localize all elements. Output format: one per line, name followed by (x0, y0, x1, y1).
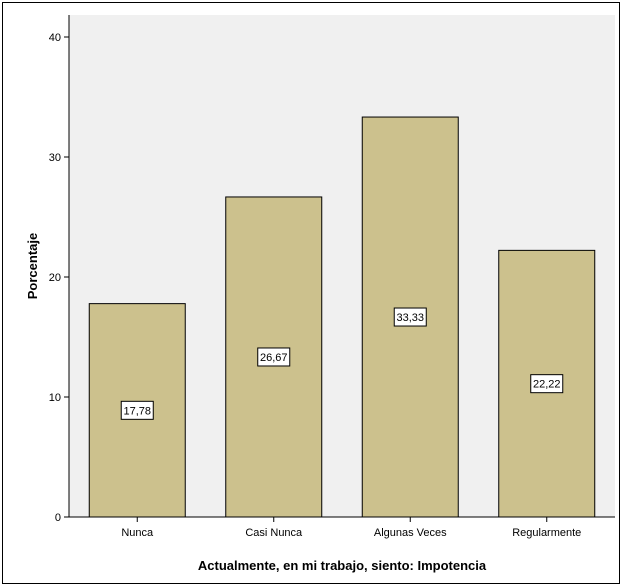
y-axis-title: Porcentaje (25, 233, 40, 299)
y-tick-label: 20 (49, 272, 61, 284)
y-tick-label: 10 (49, 392, 61, 404)
data-label-box (120, 400, 154, 420)
bar-chart: 0 10 20 30 40 Nunca Casi Nunca Algunas Veces Re… (25, 15, 615, 573)
x-axis: Nunca Casi Nunca Algunas Veces Regularmente (69, 516, 615, 539)
x-tick-label: Regularmente (512, 527, 581, 539)
y-tick-label: 40 (49, 32, 61, 44)
data-label: 17,78 (123, 405, 151, 417)
data-label-box (257, 347, 291, 367)
data-label-box (393, 307, 427, 327)
x-tick-label: Algunas Veces (374, 527, 447, 539)
x-axis-title: Actualmente, en mi trabajo, siento: Impo… (198, 558, 487, 573)
y-tick-label: 0 (55, 512, 61, 524)
data-label: 22,22 (533, 379, 561, 391)
y-tick-label: 30 (49, 152, 61, 164)
bars: 17,78 26,67 33,33 22,22 (88, 116, 596, 518)
data-label-box (530, 374, 564, 394)
data-label: 33,33 (396, 312, 424, 324)
x-tick-label: Casi Nunca (245, 527, 303, 539)
x-tick-label: Nunca (121, 527, 154, 539)
y-axis: 0 10 20 30 40 (49, 15, 70, 524)
data-label: 26,67 (260, 352, 288, 364)
